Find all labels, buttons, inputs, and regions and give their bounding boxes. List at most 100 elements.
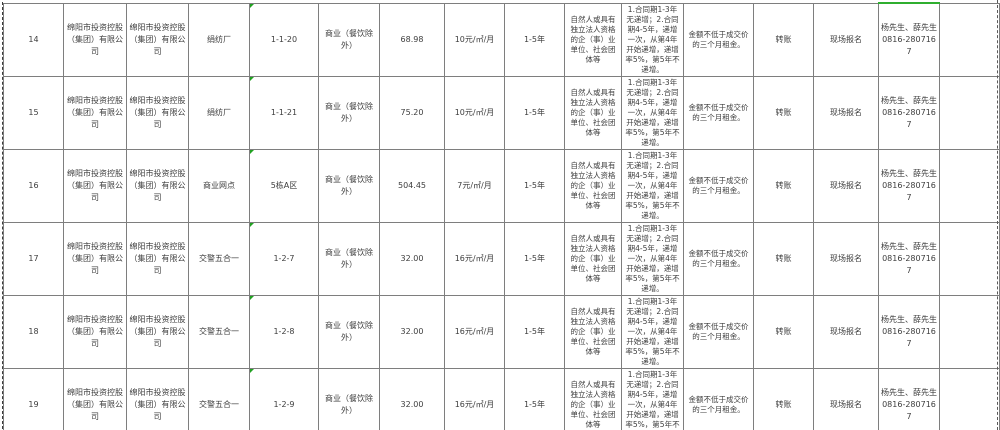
cell-usage[interactable]: 商业（餐饮除外） (318, 148, 380, 223)
cell-eligibility[interactable]: 自然人或具有独立法人资格的企（事）业单位、社会团体等 (564, 367, 622, 430)
cell-contact[interactable]: 杨先生、薛先生 0816-2807167 (878, 367, 940, 430)
cell-area[interactable]: 68.98 (379, 2, 445, 77)
cell-eligibility[interactable]: 自然人或具有独立法人资格的企（事）业单位、社会团体等 (564, 221, 622, 296)
cell-rent-price[interactable]: 16元/㎡/月 (444, 221, 505, 296)
cell-operator-company[interactable]: 绵阳市投资控股（集团）有限公司 (126, 294, 189, 369)
cell-empty[interactable] (939, 294, 1000, 369)
cell-flag-triangle-icon (250, 4, 254, 8)
cell-row-number[interactable]: 19 (3, 367, 64, 430)
cell-registration-method[interactable]: 现场报名 (813, 2, 879, 77)
cell-deposit[interactable]: 金额不低于成交价的三个月租金。 (683, 221, 754, 296)
contact-phone: 0816-2807167 (882, 107, 936, 129)
cell-payment-method[interactable]: 转账 (753, 148, 814, 223)
cell-contact[interactable]: 杨先生、薛先生 0816-2807167 (878, 294, 940, 369)
cell-empty[interactable] (939, 2, 1000, 77)
cell-deposit[interactable]: 金额不低于成交价的三个月租金。 (683, 2, 754, 77)
cell-unit-number[interactable]: 1-1-20 (249, 2, 319, 77)
cell-row-number[interactable]: 16 (3, 148, 64, 223)
cell-lease-term[interactable]: 1-5年 (504, 221, 565, 296)
cell-rent-escalation[interactable]: 1.合同期1-3年无递增；2.合同期4-5年，递增一次，从第4年开始递增，递增率… (621, 367, 684, 430)
cell-empty[interactable] (939, 148, 1000, 223)
cell-registration-method[interactable]: 现场报名 (813, 367, 879, 430)
cell-owner-company[interactable]: 绵阳市投资控股（集团）有限公司 (63, 2, 127, 77)
cell-area[interactable]: 75.20 (379, 75, 445, 150)
cell-area[interactable]: 32.00 (379, 367, 445, 430)
cell-registration-method[interactable]: 现场报名 (813, 148, 879, 223)
cell-property-name[interactable]: 绢纺厂 (188, 2, 250, 77)
cell-row-number[interactable]: 15 (3, 75, 64, 150)
cell-area[interactable]: 32.00 (379, 294, 445, 369)
cell-unit-number[interactable]: 1-2-7 (249, 221, 319, 296)
cell-eligibility[interactable]: 自然人或具有独立法人资格的企（事）业单位、社会团体等 (564, 2, 622, 77)
cell-property-name[interactable]: 交警五合一 (188, 221, 250, 296)
cell-unit-number[interactable]: 1-1-21 (249, 75, 319, 150)
cell-deposit[interactable]: 金额不低于成交价的三个月租金。 (683, 367, 754, 430)
cell-deposit[interactable]: 金额不低于成交价的三个月租金。 (683, 75, 754, 150)
cell-contact[interactable]: 杨先生、薛先生 0816-2807167 (878, 221, 940, 296)
cell-deposit[interactable]: 金额不低于成交价的三个月租金。 (683, 148, 754, 223)
cell-payment-method[interactable]: 转账 (753, 75, 814, 150)
cell-lease-term[interactable]: 1-5年 (504, 148, 565, 223)
cell-rent-price[interactable]: 10元/㎡/月 (444, 2, 505, 77)
cell-owner-company[interactable]: 绵阳市投资控股（集团）有限公司 (63, 75, 127, 150)
cell-payment-method[interactable]: 转账 (753, 221, 814, 296)
cell-owner-company[interactable]: 绵阳市投资控股（集团）有限公司 (63, 294, 127, 369)
cell-owner-company[interactable]: 绵阳市投资控股（集团）有限公司 (63, 367, 127, 430)
cell-rent-escalation[interactable]: 1.合同期1-3年无递增；2.合同期4-5年，递增一次，从第4年开始递增，递增率… (621, 221, 684, 296)
cell-operator-company[interactable]: 绵阳市投资控股（集团）有限公司 (126, 221, 189, 296)
cell-row-number[interactable]: 17 (3, 221, 64, 296)
cell-empty[interactable] (939, 367, 1000, 430)
cell-payment-method[interactable]: 转账 (753, 294, 814, 369)
cell-registration-method[interactable]: 现场报名 (813, 75, 879, 150)
cell-deposit[interactable]: 金额不低于成交价的三个月租金。 (683, 294, 754, 369)
cell-rent-price[interactable]: 10元/㎡/月 (444, 75, 505, 150)
cell-contact[interactable]: 杨先生、薛先生 0816-2807167 (878, 75, 940, 150)
cell-usage[interactable]: 商业（餐饮除外） (318, 75, 380, 150)
cell-rent-escalation[interactable]: 1.合同期1-3年无递增；2.合同期4-5年，递增一次，从第4年开始递增，递增率… (621, 75, 684, 150)
cell-row-number[interactable]: 14 (3, 2, 64, 77)
cell-area[interactable]: 504.45 (379, 148, 445, 223)
cell-usage[interactable]: 商业（餐饮除外） (318, 221, 380, 296)
cell-rent-escalation[interactable]: 1.合同期1-3年无递增；2.合同期4-5年，递增一次，从第4年开始递增，递增率… (621, 2, 684, 77)
cell-payment-method[interactable]: 转账 (753, 367, 814, 430)
cell-payment-method[interactable]: 转账 (753, 2, 814, 77)
cell-rent-price[interactable]: 16元/㎡/月 (444, 294, 505, 369)
cell-property-name[interactable]: 商业网点 (188, 148, 250, 223)
cell-operator-company[interactable]: 绵阳市投资控股（集团）有限公司 (126, 148, 189, 223)
cell-lease-term[interactable]: 1-5年 (504, 75, 565, 150)
cell-property-name[interactable]: 绢纺厂 (188, 75, 250, 150)
cell-empty[interactable] (939, 75, 1000, 150)
cell-rent-escalation[interactable]: 1.合同期1-3年无递增；2.合同期4-5年，递增一次，从第4年开始递增，递增率… (621, 148, 684, 223)
cell-usage[interactable]: 商业（餐饮除外） (318, 367, 380, 430)
cell-registration-method[interactable]: 现场报名 (813, 294, 879, 369)
cell-eligibility[interactable]: 自然人或具有独立法人资格的企（事）业单位、社会团体等 (564, 75, 622, 150)
unit-number-text: 1-2-7 (273, 253, 295, 263)
cell-contact[interactable]: 杨先生、薛先生 0816-2807167 (878, 148, 940, 223)
cell-property-name[interactable]: 交警五合一 (188, 294, 250, 369)
cell-property-name[interactable]: 交警五合一 (188, 367, 250, 430)
cell-row-number[interactable]: 18 (3, 294, 64, 369)
cell-unit-number[interactable]: 5栋A区 (249, 148, 319, 223)
cell-lease-term[interactable]: 1-5年 (504, 294, 565, 369)
cell-rent-escalation[interactable]: 1.合同期1-3年无递增；2.合同期4-5年，递增一次，从第4年开始递增，递增率… (621, 294, 684, 369)
cell-owner-company[interactable]: 绵阳市投资控股（集团）有限公司 (63, 148, 127, 223)
cell-empty[interactable] (939, 221, 1000, 296)
cell-operator-company[interactable]: 绵阳市投资控股（集团）有限公司 (126, 367, 189, 430)
cell-owner-company[interactable]: 绵阳市投资控股（集团）有限公司 (63, 221, 127, 296)
cell-usage[interactable]: 商业（餐饮除外） (318, 2, 380, 77)
cell-unit-number[interactable]: 1-2-8 (249, 294, 319, 369)
cell-lease-term[interactable]: 1-5年 (504, 2, 565, 77)
cell-operator-company[interactable]: 绵阳市投资控股（集团）有限公司 (126, 2, 189, 77)
cell-contact[interactable]: 杨先生、薛先生 0816-2807167 (878, 2, 940, 77)
cell-unit-number[interactable]: 1-2-9 (249, 367, 319, 430)
cell-eligibility[interactable]: 自然人或具有独立法人资格的企（事）业单位、社会团体等 (564, 294, 622, 369)
cell-eligibility[interactable]: 自然人或具有独立法人资格的企（事）业单位、社会团体等 (564, 148, 622, 223)
cell-usage[interactable]: 商业（餐饮除外） (318, 294, 380, 369)
cell-registration-method[interactable]: 现场报名 (813, 221, 879, 296)
cell-rent-price[interactable]: 7元/㎡/月 (444, 148, 505, 223)
cell-lease-term[interactable]: 1-5年 (504, 367, 565, 430)
contact-names: 杨先生、薛先生 (881, 314, 937, 324)
cell-operator-company[interactable]: 绵阳市投资控股（集团）有限公司 (126, 75, 189, 150)
cell-area[interactable]: 32.00 (379, 221, 445, 296)
cell-rent-price[interactable]: 16元/㎡/月 (444, 367, 505, 430)
